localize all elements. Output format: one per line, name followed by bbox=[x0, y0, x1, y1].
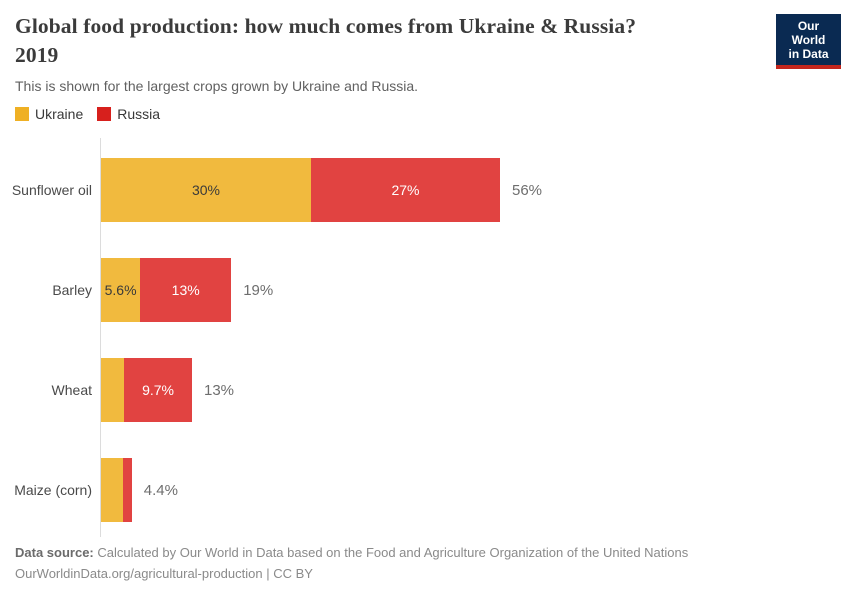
chart-row: Maize (corn) 4.4% bbox=[0, 440, 850, 540]
russia-swatch-icon bbox=[97, 107, 112, 121]
chart-subtitle: This is shown for the largest crops grow… bbox=[15, 78, 419, 94]
chart-header: Global food production: how much comes f… bbox=[15, 12, 760, 94]
category-label: Wheat bbox=[51, 382, 92, 398]
ukraine-swatch-icon bbox=[15, 107, 29, 121]
bar-group: 30% 27% bbox=[101, 158, 500, 222]
category-label: Sunflower oil bbox=[11, 182, 92, 198]
owid-logo-line2: in Data bbox=[788, 47, 829, 61]
legend-label-russia: Russia bbox=[117, 106, 161, 122]
data-source-text: Calculated by Our World in Data based on… bbox=[93, 545, 689, 560]
chart-row: Barley 5.6% 13% 19% bbox=[0, 240, 850, 340]
bar-group: 5.6% 13% bbox=[101, 258, 232, 322]
total-value-label: 56% bbox=[512, 181, 543, 199]
bar-group bbox=[101, 458, 132, 522]
category-label: Maize (corn) bbox=[14, 482, 92, 498]
data-source-label: Data source: bbox=[15, 545, 94, 560]
legend-item-russia[interactable]: Russia bbox=[97, 106, 160, 122]
category-label: Barley bbox=[52, 282, 92, 298]
bar-segment-russia[interactable]: 9.7% bbox=[124, 358, 192, 422]
owid-logo-line1: Our World bbox=[791, 19, 826, 47]
chart-row: Sunflower oil 30% 27% 56% bbox=[0, 140, 850, 240]
legend-label-ukraine: Ukraine bbox=[35, 106, 84, 122]
owid-logo: Our World in Data bbox=[776, 14, 841, 69]
bar-segment-ukraine[interactable] bbox=[101, 358, 125, 422]
bar-segment-ukraine[interactable]: 30% bbox=[101, 158, 311, 222]
total-value-label: 13% bbox=[203, 381, 235, 399]
total-value-label: 19% bbox=[243, 281, 274, 299]
bar-segment-russia[interactable]: 13% bbox=[140, 258, 232, 322]
bar-segment-russia[interactable]: 27% bbox=[311, 158, 500, 222]
bar-segment-russia[interactable] bbox=[122, 458, 132, 522]
license-line: OurWorldinData.org/agricultural-producti… bbox=[15, 566, 313, 581]
legend-item-ukraine[interactable]: Ukraine bbox=[15, 106, 83, 122]
total-value-label: 4.4% bbox=[143, 481, 178, 499]
stacked-bar-chart: Sunflower oil 30% 27% 56% Barley 5.6% 13% 19% Wh… bbox=[0, 138, 850, 540]
bar-segment-ukraine[interactable] bbox=[101, 458, 123, 522]
page-title: Global food production: how much comes f… bbox=[15, 14, 637, 38]
bar-group: 9.7% bbox=[101, 358, 192, 422]
legend: Ukraine Russia bbox=[15, 106, 174, 122]
y-axis-line bbox=[100, 138, 101, 537]
chart-footer: Data source: Calculated by Our World in … bbox=[15, 542, 688, 584]
bar-segment-ukraine[interactable]: 5.6% bbox=[101, 258, 141, 322]
data-source-line: Data source: Calculated by Our World in … bbox=[15, 542, 688, 563]
page-title-year: 2019 bbox=[15, 43, 59, 67]
chart-row: Wheat 9.7% 13% bbox=[0, 340, 850, 440]
